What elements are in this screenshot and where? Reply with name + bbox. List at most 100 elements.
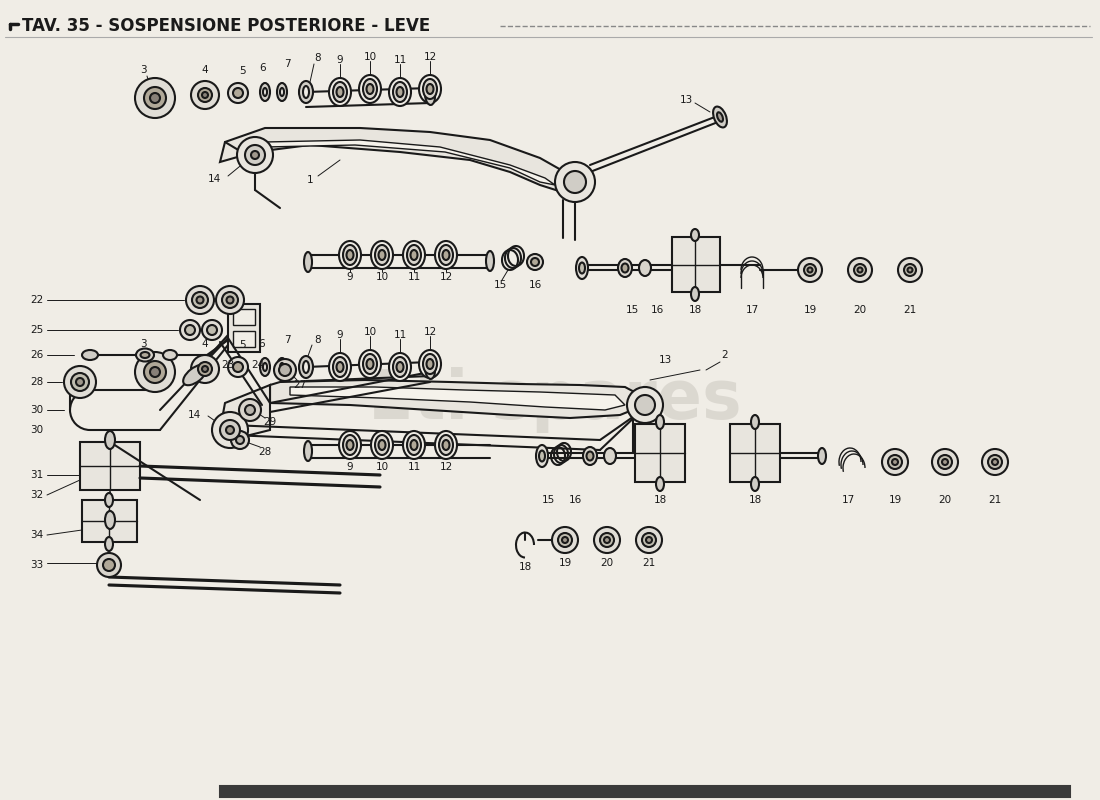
- Circle shape: [135, 78, 175, 118]
- Bar: [220, 786, 1070, 797]
- Text: 12: 12: [424, 327, 437, 337]
- Circle shape: [562, 537, 568, 543]
- Circle shape: [239, 399, 261, 421]
- Ellipse shape: [691, 229, 698, 241]
- Circle shape: [144, 87, 166, 109]
- Text: 22: 22: [30, 295, 43, 305]
- Circle shape: [216, 286, 244, 314]
- Ellipse shape: [442, 250, 450, 260]
- Circle shape: [558, 533, 572, 547]
- Bar: [80, 442, 140, 490]
- Ellipse shape: [378, 440, 385, 450]
- Ellipse shape: [363, 354, 377, 374]
- Circle shape: [600, 533, 614, 547]
- Ellipse shape: [346, 440, 353, 450]
- Polygon shape: [290, 387, 625, 410]
- Circle shape: [564, 171, 586, 193]
- Ellipse shape: [346, 250, 353, 260]
- Circle shape: [854, 264, 866, 276]
- Circle shape: [76, 378, 84, 386]
- Circle shape: [231, 431, 249, 449]
- Text: 30: 30: [30, 405, 43, 415]
- Text: 31: 31: [30, 470, 43, 480]
- Circle shape: [992, 459, 998, 465]
- Circle shape: [150, 93, 160, 103]
- Ellipse shape: [393, 357, 407, 377]
- Text: 25: 25: [30, 325, 43, 335]
- Ellipse shape: [639, 260, 651, 276]
- Text: 28: 28: [30, 377, 43, 387]
- Ellipse shape: [621, 263, 628, 273]
- Circle shape: [212, 412, 248, 448]
- Ellipse shape: [419, 350, 441, 378]
- Ellipse shape: [329, 353, 351, 381]
- Circle shape: [236, 137, 273, 173]
- Text: 19: 19: [803, 305, 816, 315]
- Ellipse shape: [299, 356, 314, 378]
- Ellipse shape: [343, 435, 358, 455]
- Bar: [635, 424, 685, 482]
- Ellipse shape: [363, 79, 377, 99]
- Text: 11: 11: [394, 330, 407, 340]
- Ellipse shape: [104, 493, 113, 507]
- Circle shape: [227, 297, 233, 303]
- Text: 5: 5: [240, 340, 246, 350]
- Ellipse shape: [536, 445, 548, 467]
- Text: 15: 15: [494, 280, 507, 290]
- Circle shape: [251, 151, 258, 159]
- Text: 11: 11: [407, 272, 420, 282]
- Bar: [730, 424, 780, 482]
- Text: 21: 21: [642, 558, 656, 568]
- Ellipse shape: [539, 450, 544, 462]
- Text: 10: 10: [363, 52, 376, 62]
- Ellipse shape: [576, 257, 588, 279]
- Text: 5: 5: [240, 66, 246, 76]
- Ellipse shape: [378, 250, 385, 260]
- Ellipse shape: [425, 85, 436, 105]
- Circle shape: [556, 162, 595, 202]
- Circle shape: [279, 364, 292, 376]
- Ellipse shape: [419, 75, 441, 103]
- Circle shape: [191, 355, 219, 383]
- Bar: [228, 304, 260, 352]
- Circle shape: [222, 292, 238, 308]
- Ellipse shape: [302, 361, 309, 373]
- Text: 30: 30: [30, 425, 43, 435]
- Ellipse shape: [818, 448, 826, 464]
- Ellipse shape: [375, 245, 389, 265]
- Circle shape: [198, 362, 212, 376]
- Text: 15: 15: [626, 305, 639, 315]
- Text: 18: 18: [518, 562, 531, 572]
- Ellipse shape: [277, 358, 287, 376]
- Text: 1: 1: [307, 175, 314, 185]
- Text: 12: 12: [424, 52, 437, 62]
- Circle shape: [202, 92, 208, 98]
- Text: 17: 17: [842, 495, 855, 505]
- Text: 2: 2: [722, 350, 728, 360]
- Text: 21: 21: [989, 495, 1002, 505]
- Ellipse shape: [184, 365, 207, 386]
- Ellipse shape: [260, 358, 270, 376]
- Ellipse shape: [333, 357, 346, 377]
- Circle shape: [627, 387, 663, 423]
- Text: 4: 4: [201, 65, 208, 75]
- Circle shape: [228, 357, 248, 377]
- Text: 32: 32: [30, 490, 43, 500]
- Circle shape: [642, 533, 656, 547]
- Ellipse shape: [339, 431, 361, 459]
- Text: 13: 13: [680, 95, 693, 105]
- Circle shape: [233, 88, 243, 98]
- Ellipse shape: [583, 447, 597, 465]
- Ellipse shape: [434, 431, 456, 459]
- Text: 20: 20: [601, 558, 614, 568]
- Ellipse shape: [163, 350, 177, 360]
- Text: 16: 16: [528, 280, 541, 290]
- Ellipse shape: [396, 87, 404, 97]
- Ellipse shape: [333, 82, 346, 102]
- Text: 9: 9: [337, 55, 343, 65]
- Ellipse shape: [618, 259, 632, 277]
- Circle shape: [858, 267, 862, 273]
- Text: Eti spares: Eti spares: [368, 367, 741, 433]
- Text: 17: 17: [746, 305, 759, 315]
- Ellipse shape: [403, 431, 425, 459]
